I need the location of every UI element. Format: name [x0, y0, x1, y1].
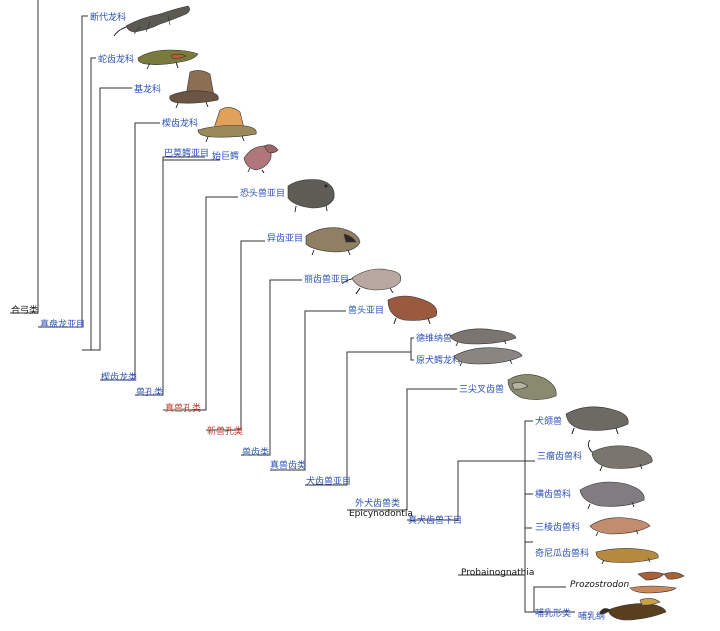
taxon-label-procynosuchus: 原犬鳄龙科 [416, 354, 461, 366]
therocephalian-illustration [387, 295, 438, 325]
taxon-label-prozostrodon: Prozostrodon [570, 580, 630, 590]
clade-label-therapsida: 兽孔类 [136, 386, 163, 398]
platypus-illustration [599, 598, 667, 621]
ophiacodont-illustration [137, 49, 199, 70]
taxon-label-ophiacodontidae: 蛇齿龙科 [98, 53, 134, 65]
taxon-label-edaphosauridae: 基龙科 [134, 83, 161, 95]
taxon-label-biarmosuchus: 始巨鳄 [212, 150, 239, 162]
taxon-label-cynognathus: 犬颌兽 [535, 415, 562, 427]
clade-label-eutherapsida: 真兽孔类 [165, 402, 201, 414]
taxon-label-tritylodontidae: 横齿兽科 [535, 488, 571, 500]
taxon-label-biarmosuchia: 巴莫鳄亚目 [164, 147, 209, 159]
clade-label-mammaliaformes: 哺乳形类 [535, 607, 571, 619]
taxon-label-thrinaxodon: 三尖叉齿兽 [459, 383, 504, 395]
clade-label-epicynodontia-cn: 外犬齿兽类 [355, 497, 400, 509]
clade-label-theriodontia: 兽齿类 [242, 446, 269, 458]
varanopid-illustration [113, 5, 190, 37]
anomodont-illustration [305, 227, 361, 256]
clade-label-eutheriodontia: 真兽齿类 [270, 459, 306, 471]
dinocephalian-illustration [287, 179, 335, 213]
traversodont-illustration [587, 439, 653, 472]
chiniquodont-illustration [595, 548, 659, 565]
cynognathus-illustration [565, 406, 629, 435]
clade-label-neotherapsida: 新兽孔类 [207, 425, 243, 437]
thrinaxodon-illustration [507, 374, 557, 400]
clade-label-amniota: 合弓类 [11, 304, 38, 316]
taxon-label-gorgonopsia: 丽齿兽亚目 [304, 273, 349, 285]
dimetrodon-illustration [197, 107, 257, 143]
taxon-label-therocephalia: 兽头亚目 [348, 304, 384, 316]
taxon-label-sphenacodontidae: 楔齿龙科 [162, 117, 198, 129]
taxon-label-varanopidae: 断代龙科 [90, 11, 126, 23]
clade-label-eupelycosauria: 真盘龙亚目 [40, 318, 85, 330]
taxon-label-tritheledontidae: 三棱齿兽科 [535, 521, 580, 533]
taxon-label-mammalia: 哺乳纲 [578, 610, 605, 622]
clade-label-epicynodontia-en: Epicynodontia [349, 509, 413, 519]
taxon-label-dinocephalia: 恐头兽亚目 [240, 187, 285, 199]
tree-lines [10, 0, 575, 613]
edaphosaurus-illustration [169, 70, 219, 109]
clade-label-eucynodontia: 真犬齿兽下目 [408, 514, 462, 526]
tritheledont-illustration [589, 517, 651, 537]
taxon-label-traversodontidae: 三瘤齿兽科 [537, 450, 582, 462]
procynosuchus-illustration [453, 347, 523, 367]
prozostrodon-illustration [629, 571, 685, 594]
biarmosuchus-illustration [243, 144, 279, 174]
taxon-label-chiniquodontidae: 奇尼瓜齿兽科 [535, 547, 589, 559]
gorgonopsian-illustration [341, 268, 402, 295]
taxon-label-anomodontia: 异齿亚目 [267, 233, 303, 244]
clade-label-probainognathia: Probainognathia [461, 568, 534, 578]
clade-label-sphenacodontia: 楔齿龙类 [101, 371, 137, 383]
clade-label-cynodontia: 犬齿兽亚目 [306, 475, 351, 487]
dvinia-illustration [449, 328, 517, 347]
taxon-label-dvinia: 德维纳兽 [416, 332, 452, 344]
tritylodont-illustration [579, 481, 645, 510]
